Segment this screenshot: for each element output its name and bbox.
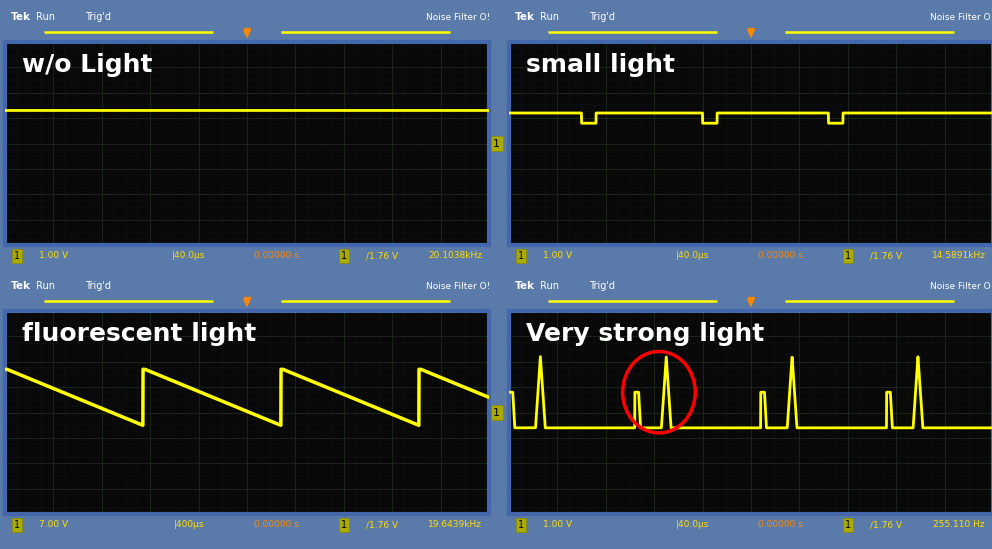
- Text: 0.00000 s: 0.00000 s: [758, 520, 803, 529]
- Text: small light: small light: [526, 53, 675, 77]
- Text: Run: Run: [37, 281, 56, 292]
- Text: 1: 1: [518, 251, 524, 261]
- Text: ∕1.76 V: ∕1.76 V: [366, 251, 398, 260]
- Text: 0.00000 s: 0.00000 s: [254, 520, 299, 529]
- Text: 20.1038kHz: 20.1038kHz: [429, 251, 482, 260]
- Text: Noise Filter O!: Noise Filter O!: [427, 282, 490, 291]
- Text: 1: 1: [845, 251, 851, 261]
- Text: 1: 1: [341, 251, 347, 261]
- Text: Run: Run: [37, 12, 56, 23]
- Text: Noise Filter O!: Noise Filter O!: [427, 13, 490, 22]
- Text: Tek: Tek: [11, 12, 31, 23]
- Text: Run: Run: [541, 12, 559, 23]
- Text: |40.0μs: |40.0μs: [677, 520, 709, 529]
- Text: 19.6439kHz: 19.6439kHz: [429, 520, 482, 529]
- Text: 1: 1: [493, 407, 500, 418]
- Text: 14.5891kHz: 14.5891kHz: [932, 251, 986, 260]
- Text: Run: Run: [541, 281, 559, 292]
- Text: ∕1.76 V: ∕1.76 V: [870, 520, 902, 529]
- Text: 1.00 V: 1.00 V: [543, 251, 572, 260]
- Text: 1.00 V: 1.00 V: [39, 251, 68, 260]
- Text: 7.00 V: 7.00 V: [39, 520, 68, 529]
- Text: 255.110 Hz: 255.110 Hz: [933, 520, 985, 529]
- Text: ∕1.76 V: ∕1.76 V: [366, 520, 398, 529]
- Text: Noise Filter O!: Noise Filter O!: [930, 13, 992, 22]
- Text: Tek: Tek: [515, 281, 535, 292]
- Text: ∕1.76 V: ∕1.76 V: [870, 251, 902, 260]
- Text: 0.00000 s: 0.00000 s: [254, 251, 299, 260]
- Text: Trig'd: Trig'd: [85, 281, 111, 292]
- Text: |400μs: |400μs: [174, 520, 204, 529]
- Text: 1: 1: [341, 520, 347, 530]
- Text: |40.0μs: |40.0μs: [173, 251, 205, 260]
- Text: 1: 1: [14, 520, 20, 530]
- Text: 1: 1: [14, 251, 20, 261]
- Text: |40.0μs: |40.0μs: [677, 251, 709, 260]
- Text: 1: 1: [518, 520, 524, 530]
- Text: 1: 1: [845, 520, 851, 530]
- Text: 1: 1: [493, 138, 500, 149]
- Text: Noise Filter O!: Noise Filter O!: [930, 282, 992, 291]
- Text: Trig'd: Trig'd: [589, 12, 615, 23]
- Text: fluorescent light: fluorescent light: [22, 322, 256, 346]
- Text: 0.00000 s: 0.00000 s: [758, 251, 803, 260]
- Text: 1.00 V: 1.00 V: [543, 520, 572, 529]
- Text: Tek: Tek: [11, 281, 31, 292]
- Text: Trig'd: Trig'd: [589, 281, 615, 292]
- Text: Tek: Tek: [515, 12, 535, 23]
- Text: Very strong light: Very strong light: [526, 322, 764, 346]
- Text: Trig'd: Trig'd: [85, 12, 111, 23]
- Text: w/o Light: w/o Light: [22, 53, 153, 77]
